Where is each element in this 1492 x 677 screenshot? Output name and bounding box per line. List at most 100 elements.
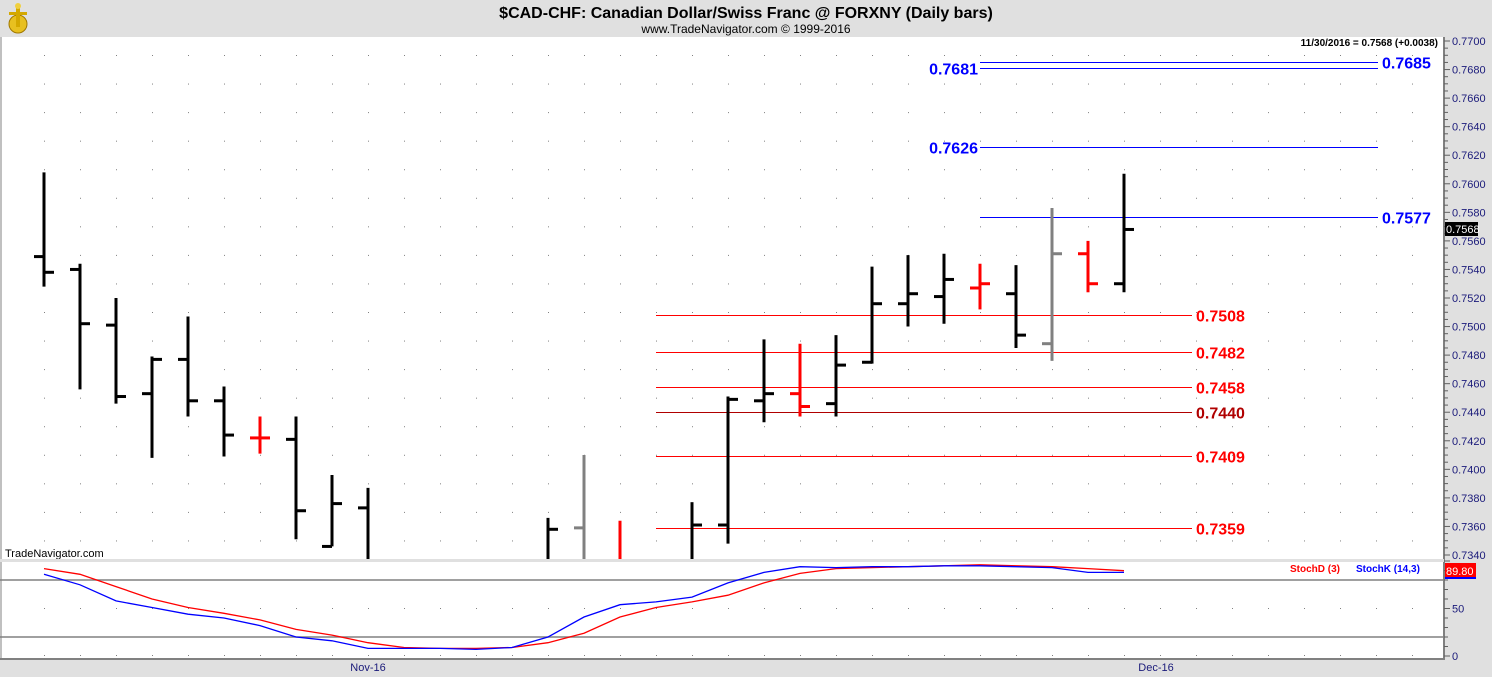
grid-dot	[764, 197, 765, 199]
grid-dot	[260, 312, 261, 313]
grid-dot	[872, 369, 873, 371]
grid-dot	[296, 340, 297, 342]
grid-dot	[584, 169, 585, 171]
grid-dot	[836, 283, 837, 285]
grid-dot	[152, 226, 153, 228]
grid-dot	[872, 397, 873, 399]
ohlc-bar	[70, 263, 90, 390]
grid-dot	[152, 254, 153, 256]
grid-dot	[1196, 254, 1197, 256]
grid-dot	[728, 608, 729, 609]
grid-dot	[152, 483, 153, 485]
grid-dot	[692, 369, 693, 371]
grid-dot	[332, 226, 333, 228]
grid-dot	[80, 197, 81, 199]
grid-dot	[1016, 197, 1017, 199]
grid-dot	[296, 397, 297, 399]
grid-dot	[656, 426, 657, 428]
grid-dot	[404, 540, 405, 542]
grid-dot	[224, 511, 225, 513]
grid-dot	[224, 483, 225, 485]
grid-dot	[1016, 397, 1017, 399]
grid-dot	[296, 112, 297, 114]
grid-dot	[116, 608, 117, 609]
grid-dot	[1016, 55, 1017, 56]
grid-dot	[1124, 169, 1125, 171]
grid-dot	[1088, 426, 1089, 428]
grid-dot	[332, 312, 333, 313]
price-bars	[34, 172, 1134, 559]
grid-dot	[1340, 197, 1341, 199]
grid-dot	[1088, 140, 1089, 142]
grid-dot	[1304, 426, 1305, 428]
ohlc-bar	[754, 339, 774, 423]
grid-dot	[440, 426, 441, 428]
grid-dot	[476, 83, 477, 85]
grid-dot	[944, 226, 945, 228]
grid-dot	[1124, 397, 1125, 399]
grid-dot	[872, 140, 873, 142]
grid-dot	[296, 55, 297, 56]
grid-dot	[296, 140, 297, 142]
grid-dot	[1016, 540, 1017, 542]
grid-dot	[692, 169, 693, 171]
grid-dot	[584, 608, 585, 609]
grid-dot	[1340, 540, 1341, 542]
grid-dot	[260, 540, 261, 542]
grid-dot	[224, 540, 225, 542]
grid-dot	[1268, 369, 1269, 371]
grid-dot	[800, 511, 801, 513]
grid-dot	[656, 254, 657, 256]
grid-dot	[692, 254, 693, 256]
grid-dot	[800, 483, 801, 485]
grid-dot	[800, 169, 801, 171]
grid-dot	[440, 254, 441, 256]
grid-dot	[980, 540, 981, 542]
grid-dot	[1196, 197, 1197, 199]
grid-dot	[908, 112, 909, 114]
grid-dot	[872, 55, 873, 56]
grid-dot	[1124, 454, 1125, 456]
grid-dot	[656, 655, 657, 656]
grid-dot	[548, 55, 549, 56]
grid-dot	[1088, 454, 1089, 456]
grid-dot	[1268, 112, 1269, 114]
grid-dot	[1052, 454, 1053, 456]
y-tick-label: 0.7700	[1452, 36, 1486, 48]
grid-dot	[1268, 340, 1269, 342]
grid-dot	[80, 426, 81, 428]
grid-dot	[656, 283, 657, 285]
grid-dot	[872, 540, 873, 542]
grid-dot	[332, 283, 333, 285]
grid-dot	[620, 340, 621, 342]
grid-dot	[512, 426, 513, 428]
grid-dot	[1124, 140, 1125, 142]
grid-dot	[44, 83, 45, 85]
ohlc-bar	[142, 356, 162, 458]
grid-dot	[512, 254, 513, 256]
grid-dot	[800, 454, 801, 456]
grid-dot	[944, 426, 945, 428]
grid-dot	[728, 655, 729, 656]
grid-dot	[440, 112, 441, 114]
grid-dot	[1052, 112, 1053, 114]
grid-dot	[1412, 454, 1413, 456]
grid-dot	[872, 454, 873, 456]
grid-dot	[44, 369, 45, 371]
y-tick-label: 0.7680	[1452, 65, 1486, 77]
grid-dot	[1124, 608, 1125, 609]
grid-dot	[332, 340, 333, 342]
ohlc-bar	[862, 266, 882, 364]
grid-dot	[116, 511, 117, 513]
grid-dot	[188, 254, 189, 256]
y-tick-label: 0.7420	[1452, 436, 1486, 448]
grid-dot	[1376, 511, 1377, 513]
grid-dot	[1124, 312, 1125, 313]
grid-dot	[1052, 83, 1053, 85]
grid-dot	[512, 312, 513, 313]
grid-dot	[1196, 140, 1197, 142]
grid-dot	[224, 608, 225, 609]
grid-dot	[440, 483, 441, 485]
grid-dot	[836, 55, 837, 56]
grid-dot	[764, 55, 765, 56]
